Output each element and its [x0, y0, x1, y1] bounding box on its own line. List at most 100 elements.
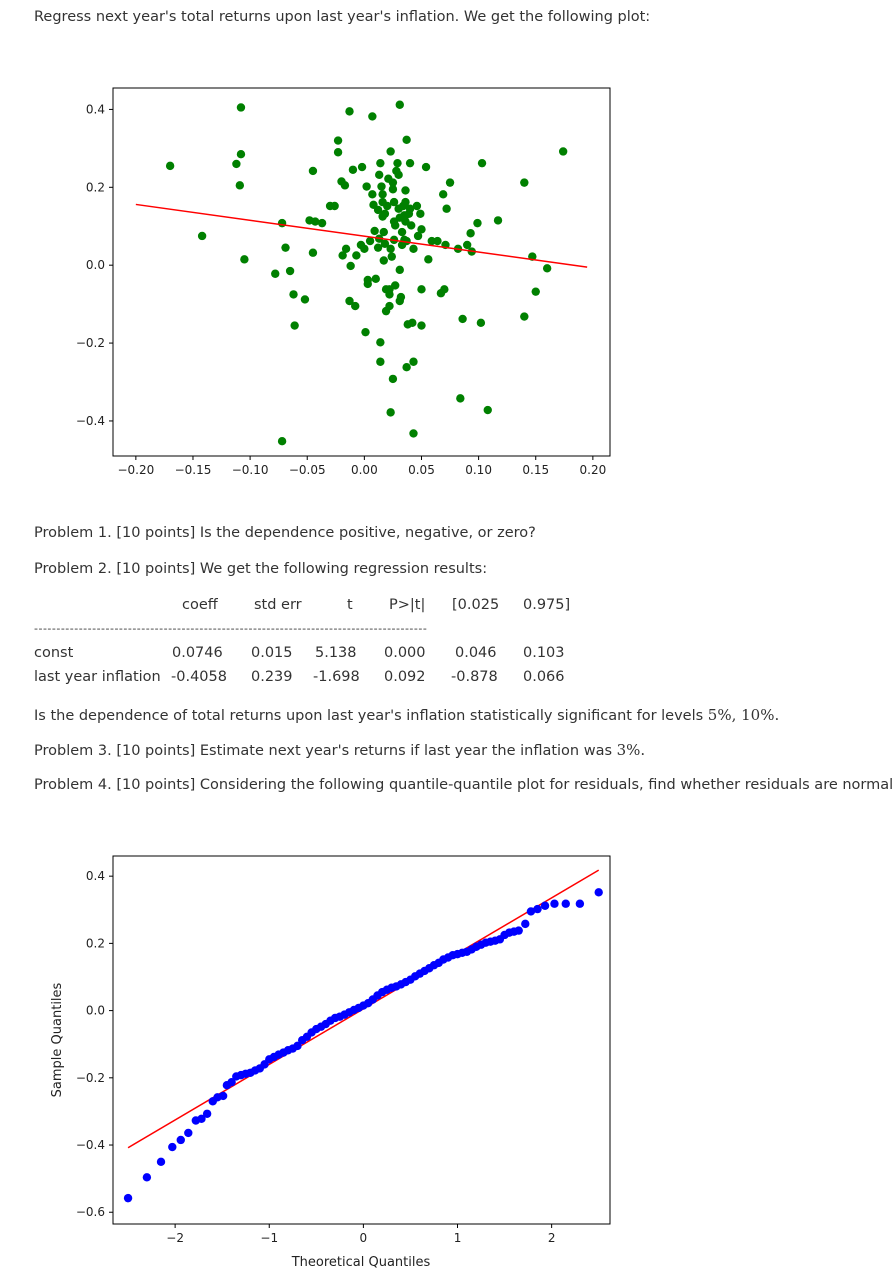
data-point [349, 1005, 359, 1015]
x-tick-label: −2 [166, 1231, 184, 1245]
data-point [458, 314, 467, 324]
data-point [308, 248, 318, 257]
cell-ci-high: 0.066 [523, 669, 565, 685]
data-point [330, 1013, 340, 1023]
data-point [558, 147, 568, 156]
row-label: last year inflation [34, 669, 161, 685]
data-point [456, 394, 465, 403]
data-point [413, 231, 423, 241]
data-point [458, 948, 467, 957]
intro-text: Regress next year's total returns upon l… [34, 9, 651, 25]
cell-p-value: 0.000 [384, 645, 426, 661]
data-point [274, 1050, 283, 1059]
data-point [368, 995, 377, 1004]
data-point [462, 947, 472, 956]
data-point [433, 236, 442, 246]
data-point [165, 161, 175, 171]
x-tick-label: −1 [260, 1231, 278, 1245]
data-point [408, 318, 417, 328]
data-point [352, 251, 361, 260]
data-point [376, 338, 385, 347]
data-point [500, 930, 509, 940]
x-tick-label: 0.10 [465, 463, 492, 477]
data-point [388, 185, 398, 194]
data-point [335, 1012, 345, 1021]
data-point [386, 244, 395, 254]
data-point [385, 290, 394, 299]
problem-3: Problem 3. [10 points] Estimate next yea… [34, 741, 645, 759]
x-tick-label: 0.15 [522, 463, 549, 477]
data-point [213, 1093, 222, 1102]
data-point [486, 937, 495, 946]
data-point [302, 1032, 312, 1042]
data-point [142, 1173, 152, 1182]
data-point [371, 274, 380, 284]
significance-text: Is the dependence of total returns upon … [34, 708, 704, 724]
data-point [340, 1010, 349, 1019]
data-point [236, 150, 246, 159]
fit-line [127, 869, 600, 1149]
cell-coeff: -0.4058 [171, 669, 227, 685]
data-point [236, 1070, 246, 1080]
data-point [317, 218, 327, 228]
data-point [379, 227, 388, 237]
data-point [241, 1069, 250, 1078]
cell-std-err: 0.239 [251, 669, 293, 685]
data-point [401, 977, 410, 987]
data-point [288, 1044, 297, 1053]
data-point [594, 888, 603, 897]
data-point [281, 243, 290, 252]
data-point [476, 318, 486, 328]
y-tick-label: −0.4 [76, 414, 105, 428]
data-point [370, 226, 379, 236]
data-point [184, 1128, 193, 1138]
data-point [290, 321, 299, 330]
data-point [520, 178, 529, 187]
y-tick-label: 0.4 [86, 102, 105, 116]
header-coeff: coeff [182, 597, 218, 613]
data-point [265, 1055, 274, 1064]
x-tick-label: 0 [360, 1231, 368, 1245]
x-tick-label: 2 [548, 1231, 556, 1245]
data-point [235, 181, 245, 190]
data-point [363, 999, 373, 1008]
row-label: const [34, 645, 74, 661]
data-point [232, 1072, 241, 1081]
header-t: t [347, 597, 353, 613]
data-point [168, 1142, 177, 1152]
data-point [388, 178, 398, 187]
problem-3-value: 3%. [616, 741, 646, 759]
x-axis-label: Theoretical Quantiles [291, 1255, 431, 1270]
data-point [391, 221, 400, 230]
x-tick-label: 0.20 [580, 463, 607, 477]
data-point [307, 1028, 316, 1037]
plot-frame [112, 855, 611, 1225]
regression-table: coeff std err t P>|t| [0.025 0.975] ----… [34, 597, 570, 685]
data-point [417, 321, 426, 330]
data-point [345, 1008, 354, 1017]
data-point [481, 938, 490, 947]
data-point [348, 165, 358, 174]
data-point [373, 205, 383, 215]
data-point [386, 408, 395, 417]
data-point [156, 1157, 166, 1167]
data-point [378, 987, 387, 997]
data-point [289, 290, 298, 299]
data-point [380, 209, 390, 218]
data-point [409, 357, 418, 366]
data-point [285, 266, 295, 276]
data-point [361, 327, 370, 337]
data-point [401, 186, 410, 195]
data-point [316, 1022, 326, 1031]
data-point [376, 158, 385, 168]
data-point [232, 159, 241, 169]
data-point [388, 374, 398, 384]
data-point [222, 1081, 232, 1090]
x-tick-label: −0.15 [175, 463, 212, 477]
data-point [402, 135, 411, 144]
data-point [240, 255, 249, 264]
data-point [191, 1116, 201, 1125]
data-point [382, 985, 392, 994]
x-tick-label: 1 [454, 1231, 462, 1245]
data-point [409, 244, 418, 254]
